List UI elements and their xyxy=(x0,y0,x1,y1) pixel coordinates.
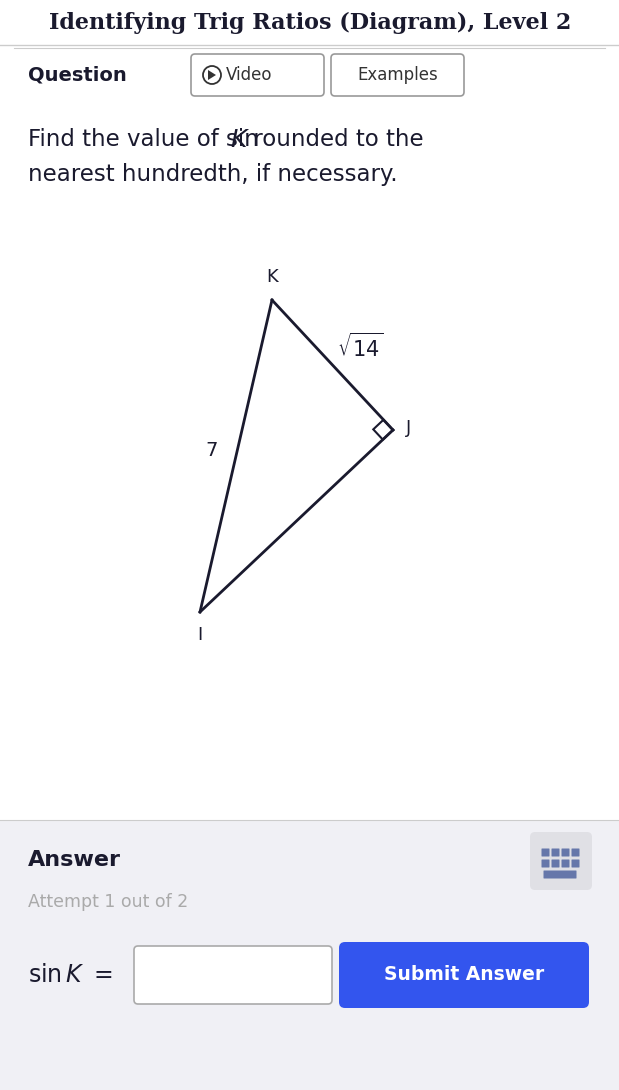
Text: K: K xyxy=(266,268,278,286)
Text: nearest hundredth, if necessary.: nearest hundredth, if necessary. xyxy=(28,164,397,186)
FancyBboxPatch shape xyxy=(331,54,464,96)
Text: Identifying Trig Ratios (Diagram), Level 2: Identifying Trig Ratios (Diagram), Level… xyxy=(49,12,571,34)
FancyBboxPatch shape xyxy=(561,860,569,868)
FancyBboxPatch shape xyxy=(339,942,589,1008)
FancyBboxPatch shape xyxy=(0,0,619,45)
FancyBboxPatch shape xyxy=(552,860,560,868)
Text: Answer: Answer xyxy=(28,850,121,870)
Text: $K$: $K$ xyxy=(230,128,250,152)
FancyBboxPatch shape xyxy=(571,848,579,857)
FancyBboxPatch shape xyxy=(543,871,576,879)
FancyBboxPatch shape xyxy=(561,848,569,857)
Text: rounded to the: rounded to the xyxy=(246,129,423,152)
Text: I: I xyxy=(197,626,202,644)
FancyBboxPatch shape xyxy=(134,946,332,1004)
FancyBboxPatch shape xyxy=(530,832,592,891)
Text: Submit Answer: Submit Answer xyxy=(384,966,544,984)
Text: $\sin K\ =$: $\sin K\ =$ xyxy=(28,962,113,988)
Text: Find the value of sin: Find the value of sin xyxy=(28,129,266,152)
Text: Question: Question xyxy=(28,65,127,85)
FancyBboxPatch shape xyxy=(0,45,619,820)
FancyBboxPatch shape xyxy=(191,54,324,96)
FancyBboxPatch shape xyxy=(552,848,560,857)
FancyBboxPatch shape xyxy=(0,820,619,1090)
FancyBboxPatch shape xyxy=(542,860,550,868)
Text: J: J xyxy=(406,419,411,437)
Text: 7: 7 xyxy=(206,441,218,460)
Text: $\sqrt{14}$: $\sqrt{14}$ xyxy=(337,332,384,361)
Polygon shape xyxy=(208,70,216,80)
Text: Attempt 1 out of 2: Attempt 1 out of 2 xyxy=(28,893,188,911)
FancyBboxPatch shape xyxy=(542,848,550,857)
Text: Examples: Examples xyxy=(357,66,438,84)
FancyBboxPatch shape xyxy=(571,860,579,868)
Text: Video: Video xyxy=(226,66,272,84)
